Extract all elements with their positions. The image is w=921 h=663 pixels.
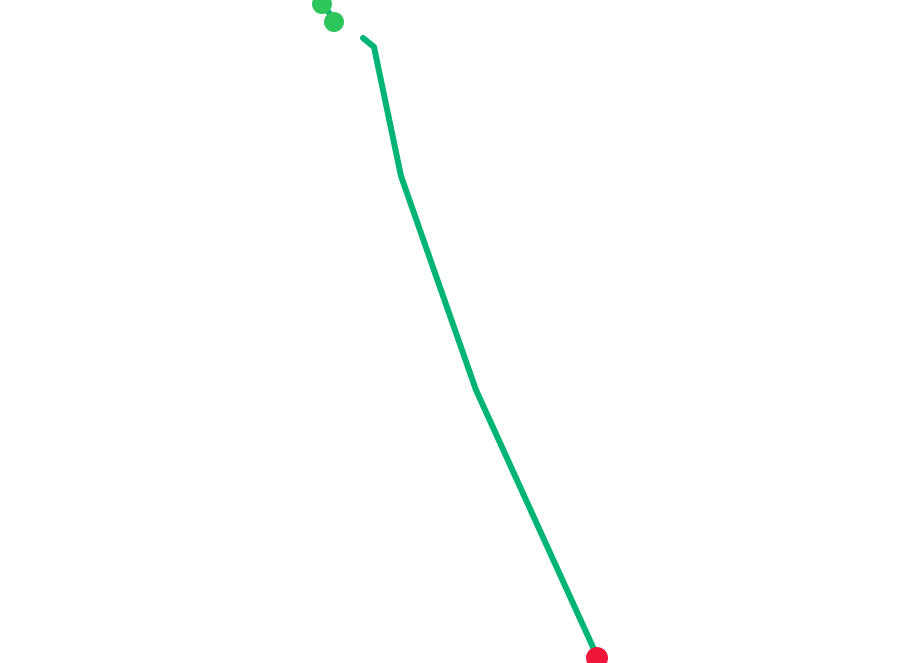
waypoint-marker[interactable] xyxy=(324,12,344,32)
route-line xyxy=(360,35,600,659)
start-marker[interactable] xyxy=(312,0,332,14)
end-marker[interactable] xyxy=(586,647,608,663)
